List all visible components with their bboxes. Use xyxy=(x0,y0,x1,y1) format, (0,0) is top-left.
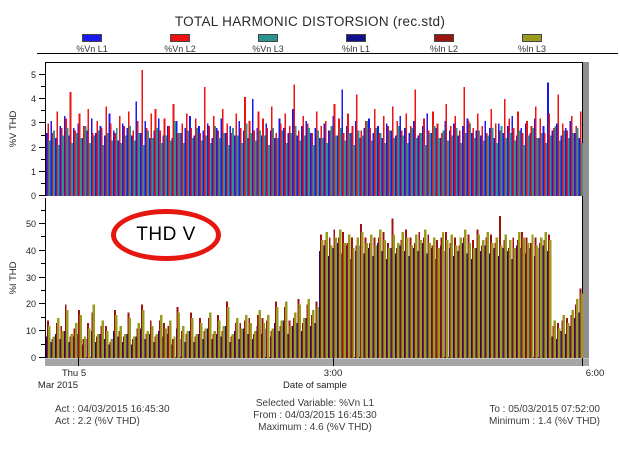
chart-shadow-right xyxy=(583,62,589,365)
legend-swatch xyxy=(258,34,278,42)
legend-item-vnl1: %Vn L1 xyxy=(48,34,136,54)
y-tick-major xyxy=(39,146,45,148)
chart-title: TOTAL HARMONIC DISTORSION (rec.std) xyxy=(174,14,446,29)
status-selected-variable: Selected Variable: %Vn L1 xyxy=(255,398,375,409)
y-tick-major xyxy=(39,276,45,278)
thd-v-annotation-label: THD V xyxy=(136,224,196,245)
status-right-block: To : 05/03/2015 07:52:00 Minimum : 1.4 (… xyxy=(455,404,600,428)
y-tick-label: 20 xyxy=(25,299,36,310)
current-thd-chart[interactable] xyxy=(46,198,583,358)
y-tick-minor xyxy=(41,110,45,112)
y-tick-major xyxy=(39,74,45,75)
y-tick-label: 40 xyxy=(25,245,36,256)
y-tick-label: 30 xyxy=(25,272,36,283)
legend-item-inl1: %In L1 xyxy=(312,34,400,54)
status-from: From : 04/03/2015 16:45:30 xyxy=(253,410,377,421)
y-tick-label: 0 xyxy=(30,191,36,201)
status-maximum: Maximum : 4.6 (%V THD) xyxy=(258,422,372,433)
legend-label: %Vn L3 xyxy=(252,44,284,54)
y-tick-major xyxy=(39,223,45,224)
voltage-thd-chart[interactable] xyxy=(46,62,583,196)
y-tick-major xyxy=(39,303,45,305)
x-tick-3h xyxy=(333,358,334,366)
y-tick-label: 10 xyxy=(25,326,36,337)
thd-v-annotation: THD V xyxy=(111,209,221,261)
y-tick-minor xyxy=(41,236,45,238)
legend-label: %Vn L2 xyxy=(164,44,196,54)
y-tick-label: 0 xyxy=(30,353,36,363)
y-tick-minor xyxy=(41,263,45,265)
y-tick-major xyxy=(39,249,45,251)
legend-item-inl3: %In L3 xyxy=(488,34,576,54)
status-act-time: Act : 04/03/2015 16:45:30 xyxy=(55,404,170,415)
series--vn-l1 xyxy=(46,82,581,196)
y-tick-label: 1 xyxy=(30,166,36,177)
series--in-l1 xyxy=(46,242,580,358)
legend-swatch xyxy=(522,34,542,42)
x-tick-label-6h: 6:00 xyxy=(585,368,605,379)
y-tick-minor xyxy=(41,134,45,136)
status-minimum: Minimum : 1.4 (%V THD) xyxy=(489,416,600,427)
legend-swatch xyxy=(82,34,102,42)
x-tick-day xyxy=(78,358,79,366)
y-tick-major xyxy=(39,195,45,196)
legend-label: %In L3 xyxy=(517,44,547,54)
legend-separator-line xyxy=(37,53,618,54)
y-tick-label: 3 xyxy=(30,118,36,129)
legend-item-vnl3: %Vn L3 xyxy=(224,34,312,54)
y-tick-minor xyxy=(41,182,45,184)
series--vn-l3 xyxy=(48,120,583,196)
y-tick-major xyxy=(39,357,45,358)
legend-swatch xyxy=(346,34,366,42)
legend-label: %Vn L1 xyxy=(76,44,108,54)
series--in-l3 xyxy=(47,229,583,358)
status-act-value: Act : 2.2 (%V THD) xyxy=(55,416,140,427)
y-tick-minor xyxy=(41,158,45,160)
y-tick-minor xyxy=(41,209,45,211)
plot-right-border xyxy=(582,62,583,358)
y-tick-minor xyxy=(41,343,45,345)
y-tick-major xyxy=(39,98,45,100)
y-tick-minor xyxy=(41,316,45,318)
y-tick-major xyxy=(39,170,45,172)
legend-swatch xyxy=(170,34,190,42)
x-tick-label-day: Thu 5 xyxy=(61,368,87,379)
legend-item-inl2: %In L2 xyxy=(400,34,488,54)
x-axis-month-label: Mar 2015 xyxy=(37,380,79,391)
bottom-plot-left-axis xyxy=(45,198,46,358)
y-tick-label: 4 xyxy=(30,94,36,105)
legend-item-vnl2: %Vn L2 xyxy=(136,34,224,54)
chart-shadow-bottom xyxy=(45,358,589,366)
y-tick-minor xyxy=(41,290,45,291)
y-tick-label: 50 xyxy=(25,219,36,229)
status-left-block: Act : 04/03/2015 16:45:30 Act : 2.2 (%V … xyxy=(55,404,255,428)
status-center-block: Selected Variable: %Vn L1 From : 04/03/2… xyxy=(210,398,420,434)
legend: %Vn L1 %Vn L2 %Vn L3 %In L1 %In L2 %In L3 xyxy=(48,34,576,54)
y-tick-label: 5 xyxy=(30,70,36,80)
series--in-l2 xyxy=(46,215,582,358)
y-tick-minor xyxy=(41,86,45,88)
legend-label: %In L1 xyxy=(341,44,371,54)
x-tick-6h xyxy=(582,358,583,366)
x-axis-title: Date of sample xyxy=(283,380,347,391)
legend-swatch xyxy=(434,34,454,42)
y-tick-label: 2 xyxy=(30,142,36,153)
y-tick-major xyxy=(39,330,45,332)
top-plot-left-axis xyxy=(45,62,46,196)
status-to: To : 05/03/2015 07:52:00 xyxy=(489,404,600,415)
top-plot-top-border xyxy=(45,62,583,63)
legend-label: %In L2 xyxy=(429,44,459,54)
x-tick-label-3h: 3:00 xyxy=(323,368,343,379)
series--vn-l2 xyxy=(47,70,582,196)
y-tick-major xyxy=(39,122,45,124)
